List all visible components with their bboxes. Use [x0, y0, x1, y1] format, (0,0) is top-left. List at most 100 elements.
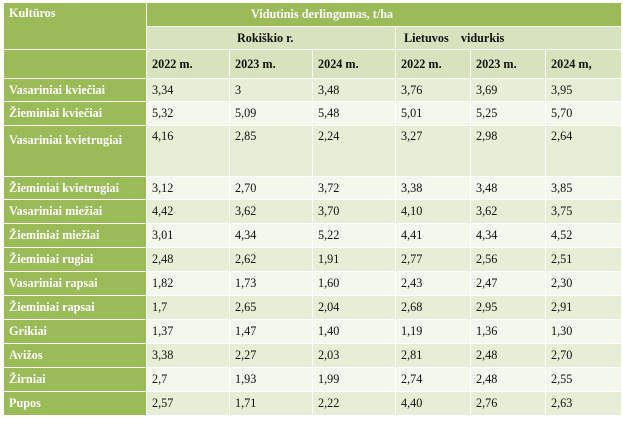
yield-cell: 2,56: [470, 247, 546, 272]
table-row: Žieminiai kviečiai 5,32 5,09 5,48 5,01 5,25 5,…: [3, 101, 623, 126]
yield-cell: 2,70: [229, 176, 313, 200]
yield-cell: 2,70: [544, 343, 623, 368]
yield-cell: 3: [229, 78, 313, 102]
yield-cell: 2,95: [470, 295, 546, 320]
yield-cell: 3,75: [544, 199, 623, 224]
yield-cell: 5,70: [544, 101, 623, 126]
table-row: Žieminiai kvietrugiai 3,12 2,70 3,72 3,38 3,4…: [3, 176, 623, 200]
yield-cell: 3,72: [312, 176, 396, 200]
yield-cell: 1,60: [312, 271, 396, 296]
yield-cell: 4,40: [395, 391, 471, 416]
crop-name: Grikiai: [3, 319, 147, 344]
yield-cell: 1,37: [146, 319, 230, 344]
year-header: 2024 m.: [312, 49, 396, 79]
yield-cell: 1,91: [312, 247, 396, 272]
yield-cell: 1,47: [229, 319, 313, 344]
crop-name: Vasariniai kviečiai: [3, 78, 147, 102]
crop-header: Kultūros: [3, 2, 147, 50]
table-row: Žirniai 2,7 1,93 1,99 2,74 2,48 2,55: [3, 367, 623, 392]
yield-cell: 2,04: [312, 295, 396, 320]
table-body: Vasariniai kviečiai 3,34 3 3,48 3,76 3,69 3,95…: [3, 78, 623, 416]
yield-cell: 2,22: [312, 391, 396, 416]
yield-table: Kultūros Vidutinis derlingumas, t/ha Rok…: [3, 2, 623, 416]
yield-cell: 5,48: [312, 101, 396, 126]
yield-cell: 2,63: [544, 391, 623, 416]
crop-name: Vasariniai rapsai: [3, 271, 147, 296]
yield-cell: 2,7: [146, 367, 230, 392]
yield-cell: 1,30: [544, 319, 623, 344]
table-row: Grikiai 1,37 1,47 1,40 1,19 1,36 1,30: [3, 319, 623, 344]
yield-cell: 5,01: [395, 101, 471, 126]
yield-cell: 2,98: [470, 125, 546, 177]
crop-name: Vasariniai miežiai: [3, 199, 147, 224]
yield-cell: 4,42: [146, 199, 230, 224]
yield-cell: 3,48: [312, 78, 396, 102]
region-header: Rokiškio r.: [146, 26, 396, 50]
yield-cell: 2,48: [470, 367, 546, 392]
yield-cell: 3,85: [544, 176, 623, 200]
yield-cell: 3,48: [470, 176, 546, 200]
year-header: 2023 m.: [470, 49, 546, 79]
yield-cell: 2,48: [146, 247, 230, 272]
table-row: Avižos 3,38 2,27 2,03 2,81 2,48 2,70: [3, 343, 623, 368]
yield-cell: 3,62: [470, 199, 546, 224]
yield-cell: 3,69: [470, 78, 546, 102]
crop-name: Žieminiai kviečiai: [3, 101, 147, 126]
yield-cell: 2,81: [395, 343, 471, 368]
yield-cell: 2,91: [544, 295, 623, 320]
yield-cell: 4,52: [544, 223, 623, 248]
yield-cell: 2,85: [229, 125, 313, 177]
yield-cell: 2,65: [229, 295, 313, 320]
yield-cell: 3,12: [146, 176, 230, 200]
yield-cell: 2,57: [146, 391, 230, 416]
yield-cell: 2,24: [312, 125, 396, 177]
yield-cell: 3,76: [395, 78, 471, 102]
yield-cell: 5,25: [470, 101, 546, 126]
table-row: Vasariniai kviečiai 3,34 3 3,48 3,76 3,69 3,95: [3, 78, 623, 102]
yield-cell: 2,64: [544, 125, 623, 177]
yield-cell: 3,62: [229, 199, 313, 224]
yield-cell: 2,43: [395, 271, 471, 296]
yield-cell: 1,36: [470, 319, 546, 344]
table-row: Vasariniai kvietrugiai 4,16 2,85 2,24 3,27 2,…: [3, 125, 623, 177]
yield-cell: 5,22: [312, 223, 396, 248]
table-row: Vasariniai miežiai 4,42 3,62 3,70 4,10 3,62 3,…: [3, 199, 623, 224]
yield-cell: 1,71: [229, 391, 313, 416]
yield-cell: 1,82: [146, 271, 230, 296]
yield-cell: 2,77: [395, 247, 471, 272]
yield-cell: 2,47: [470, 271, 546, 296]
crop-name: Avižos: [3, 343, 147, 368]
yield-cell: 3,27: [395, 125, 471, 177]
yield-cell: 4,16: [146, 125, 230, 177]
year-header: 2024 m,: [544, 49, 623, 79]
yield-cell: 3,38: [146, 343, 230, 368]
yield-cell: 4,10: [395, 199, 471, 224]
yield-cell: 4,34: [229, 223, 313, 248]
crop-name: Žieminiai miežiai: [3, 223, 147, 248]
yield-cell: 2,51: [544, 247, 623, 272]
yield-cell: 1,99: [312, 367, 396, 392]
yield-cell: 3,01: [146, 223, 230, 248]
yield-cell: 1,40: [312, 319, 396, 344]
yield-cell: 2,76: [470, 391, 546, 416]
yield-cell: 1,73: [229, 271, 313, 296]
crop-name: Žieminiai rugiai: [3, 247, 147, 272]
yield-cell: 2,03: [312, 343, 396, 368]
lithuania-header: Lietuvos vidurkis: [394, 26, 623, 50]
yield-cell: 2,68: [395, 295, 471, 320]
yield-cell: 2,55: [544, 367, 623, 392]
crop-name: Pupos: [3, 391, 147, 416]
years-row: 2022 m. 2023 m. 2024 m. 2022 m. 2023 m. …: [3, 49, 623, 79]
crop-name: Žieminiai rapsai: [3, 295, 147, 320]
yield-cell: 2,48: [470, 343, 546, 368]
yield-header: Vidutinis derlingumas, t/ha: [145, 2, 623, 27]
yield-cell: 2,62: [229, 247, 313, 272]
table-row: Pupos 2,57 1,71 2,22 4,40 2,76 2,63: [3, 391, 623, 416]
year-header: 2023 m.: [229, 49, 313, 79]
crop-name: Žieminiai kvietrugiai: [3, 176, 147, 200]
yield-cell: 2,27: [229, 343, 313, 368]
yield-cell: 3,38: [395, 176, 471, 200]
yield-cell: 4,34: [470, 223, 546, 248]
yield-cell: 2,30: [544, 271, 623, 296]
yield-cell: 5,32: [146, 101, 230, 126]
